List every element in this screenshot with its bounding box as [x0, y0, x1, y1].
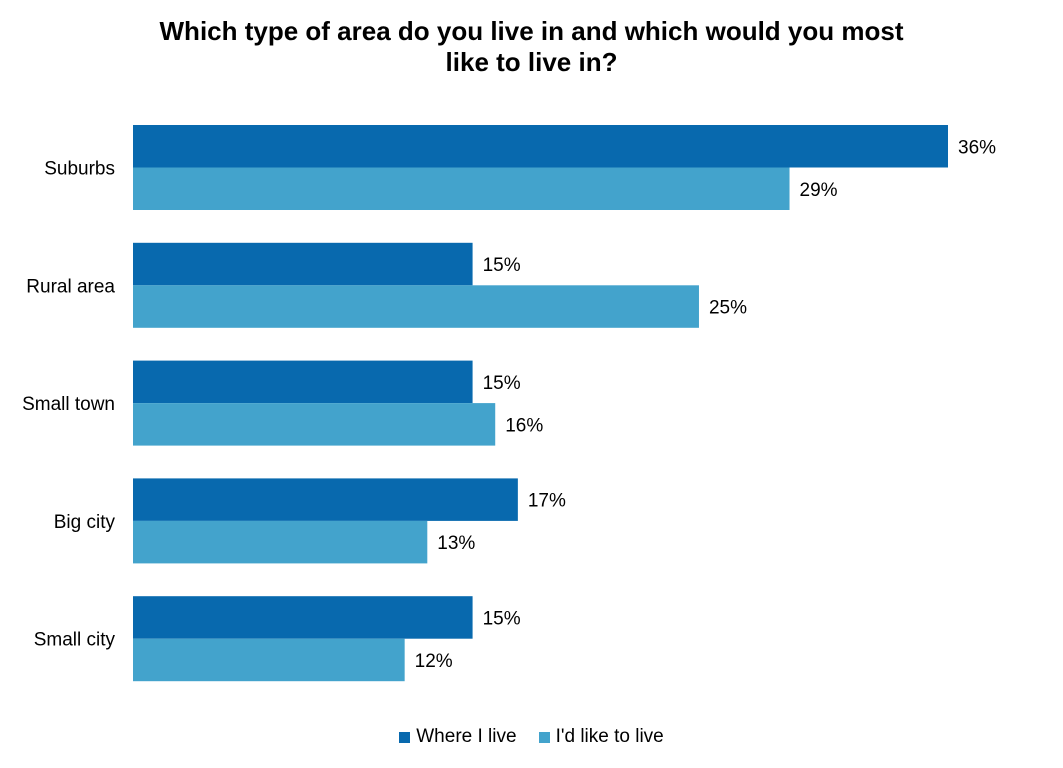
category-label: Small town [22, 394, 115, 415]
category-label: Suburbs [44, 159, 115, 180]
data-label: 25% [709, 298, 747, 319]
data-label: 16% [505, 415, 543, 436]
legend-swatch [399, 731, 411, 743]
legend-swatch [538, 731, 550, 743]
data-label: 17% [528, 491, 566, 512]
bar [133, 596, 473, 639]
data-label: 15% [483, 373, 521, 394]
chart-title-line-1: Which type of area do you live in and wh… [159, 16, 904, 46]
legend-item: Where I live [399, 726, 517, 748]
legend: Where I live I'd like to live [0, 726, 1063, 748]
bar [133, 520, 428, 564]
data-label: 15% [483, 608, 521, 629]
data-label: 29% [800, 180, 838, 201]
data-label: 15% [483, 255, 521, 276]
bar [133, 167, 790, 210]
legend-item: I'd like to live [538, 726, 664, 748]
bar [133, 638, 405, 682]
bar [133, 125, 948, 168]
bar [133, 285, 699, 328]
chart-title-line-2: like to live in? [445, 47, 618, 77]
category-label: Big city [54, 512, 116, 533]
bar [133, 478, 518, 521]
bar [133, 360, 473, 404]
category-label: Small city [34, 630, 116, 651]
data-label: 13% [437, 533, 475, 554]
chart-title: Which type of area do you live in and wh… [0, 16, 1063, 78]
data-label: 12% [415, 651, 453, 672]
data-label: 36% [958, 137, 996, 158]
bar [133, 242, 473, 286]
legend-label: I'd like to live [555, 726, 664, 747]
category-label: Rural area [26, 276, 115, 297]
bar [133, 403, 496, 446]
legend-label: Where I live [416, 726, 517, 747]
